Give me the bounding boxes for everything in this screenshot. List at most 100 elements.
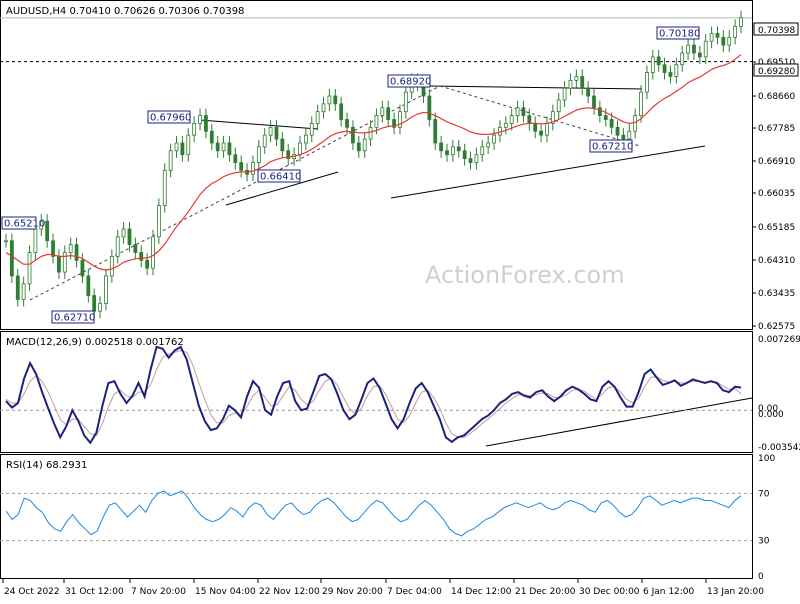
candle-body xyxy=(51,240,55,257)
candle-body xyxy=(345,119,349,128)
candle-body xyxy=(356,142,361,152)
candle-body xyxy=(362,138,367,152)
candle-body xyxy=(739,17,743,27)
x-axis-label: 7 Nov 20:00 xyxy=(131,587,186,597)
candle-body xyxy=(527,115,532,124)
macd-layer xyxy=(0,345,753,447)
annotation-label: 0.66410 xyxy=(260,172,301,183)
candle-body xyxy=(503,123,508,128)
candle-body xyxy=(468,158,473,163)
price-axis-label: 0.66035 xyxy=(758,189,795,199)
trendline-lower-1 xyxy=(225,171,339,206)
candle-body xyxy=(597,107,602,116)
candle-body xyxy=(668,72,673,77)
x-axis-label: 6 Jan 12:00 xyxy=(643,587,695,597)
rsi-axis: 100 70 30 0 xyxy=(758,454,775,582)
rsi-panel-frame xyxy=(0,454,753,579)
annotation-box xyxy=(147,110,191,124)
candle-body xyxy=(656,56,661,66)
rsi-layer xyxy=(0,490,752,542)
candle-body xyxy=(439,142,444,152)
rsi-axis-label: 0 xyxy=(758,572,764,582)
candle-body xyxy=(115,236,120,257)
candle-body xyxy=(80,259,85,277)
candle-body xyxy=(433,119,438,144)
trendline-lower-2 xyxy=(390,145,706,199)
candle-body xyxy=(351,126,355,144)
price-axis-label: 0.63435 xyxy=(758,289,795,299)
candle-body xyxy=(227,142,232,156)
candle-body xyxy=(727,36,732,46)
candle-body xyxy=(645,72,649,93)
price-axis-label: 0.69510 xyxy=(758,58,795,68)
candle-body xyxy=(633,115,638,132)
candle-body xyxy=(204,115,208,132)
macd-header: MACD(12,26,9) 0.002518 0.001762 xyxy=(6,337,184,348)
candle-body xyxy=(262,134,267,148)
macd-axis-label: 0.007269 xyxy=(758,335,800,345)
rsi-axis-label: 70 xyxy=(758,489,770,499)
price-annotations: 0.65210 0.62710 0.67960 0.66410 0.68920 0.672… xyxy=(1,26,700,324)
macd-line xyxy=(5,345,742,445)
price-axis-label: 0.64310 xyxy=(758,256,795,266)
candle-body xyxy=(251,162,255,175)
candle-body xyxy=(86,275,91,296)
candle-body xyxy=(33,228,38,253)
annotation-label: 0.62710 xyxy=(54,313,95,324)
candle-body xyxy=(586,87,591,97)
candle-body xyxy=(156,205,161,238)
candle-body xyxy=(703,40,708,58)
candle-body xyxy=(709,33,714,42)
x-axis-label: 7 Dec 04:00 xyxy=(387,587,442,597)
annotation-box xyxy=(51,310,95,324)
candle-body xyxy=(39,220,44,230)
macd-axis: 0.007269 0.000.000 -0.003542 xyxy=(758,335,800,453)
trendline-upper-1 xyxy=(199,119,319,130)
candle-body xyxy=(721,36,726,46)
x-axis-label: 29 Nov 20:00 xyxy=(322,587,383,597)
candle-body xyxy=(256,146,261,163)
candle-body xyxy=(151,236,155,269)
rsi-line xyxy=(5,490,742,537)
price-axis-label: 0.70398 xyxy=(758,26,795,36)
candle-body xyxy=(62,252,67,273)
annotation-box xyxy=(387,74,431,88)
candle-body xyxy=(268,126,273,136)
candle-body xyxy=(168,150,173,171)
candle-body xyxy=(186,134,191,156)
candle-body xyxy=(556,99,561,113)
candle-body xyxy=(368,126,373,140)
candle-body xyxy=(492,134,496,144)
candle-body xyxy=(215,142,220,152)
candle-body xyxy=(386,107,391,120)
candle-body xyxy=(98,302,102,312)
x-axis-label: 14 Dec 12:00 xyxy=(451,587,512,597)
price-axis-label: 0.62575 xyxy=(758,322,795,332)
price-grid xyxy=(0,17,752,63)
candle-body xyxy=(533,123,538,132)
candle-body xyxy=(45,220,50,242)
candle-body xyxy=(686,44,690,54)
candle-body xyxy=(145,259,150,269)
price-axis-label: 0.67785 xyxy=(758,124,795,134)
x-axis-label: 31 Oct 12:00 xyxy=(65,587,124,597)
trendline-dashed-2 xyxy=(439,85,641,147)
annotation-label: 0.67960 xyxy=(150,113,191,124)
macd-axis-label: 0.000 xyxy=(758,410,784,420)
candle-body xyxy=(562,87,567,101)
candle-body xyxy=(309,123,314,136)
candle-body xyxy=(127,228,132,246)
candle-body xyxy=(715,33,720,38)
candle-body xyxy=(221,142,226,152)
candle-body xyxy=(327,95,332,105)
price-axis-marker xyxy=(753,22,799,36)
candle-body xyxy=(603,115,608,120)
candle-body xyxy=(615,126,620,136)
candle-body xyxy=(545,123,549,136)
candle-body xyxy=(621,134,626,140)
candle-body xyxy=(462,150,467,160)
candle-body xyxy=(139,252,144,261)
candle-body xyxy=(286,150,291,160)
